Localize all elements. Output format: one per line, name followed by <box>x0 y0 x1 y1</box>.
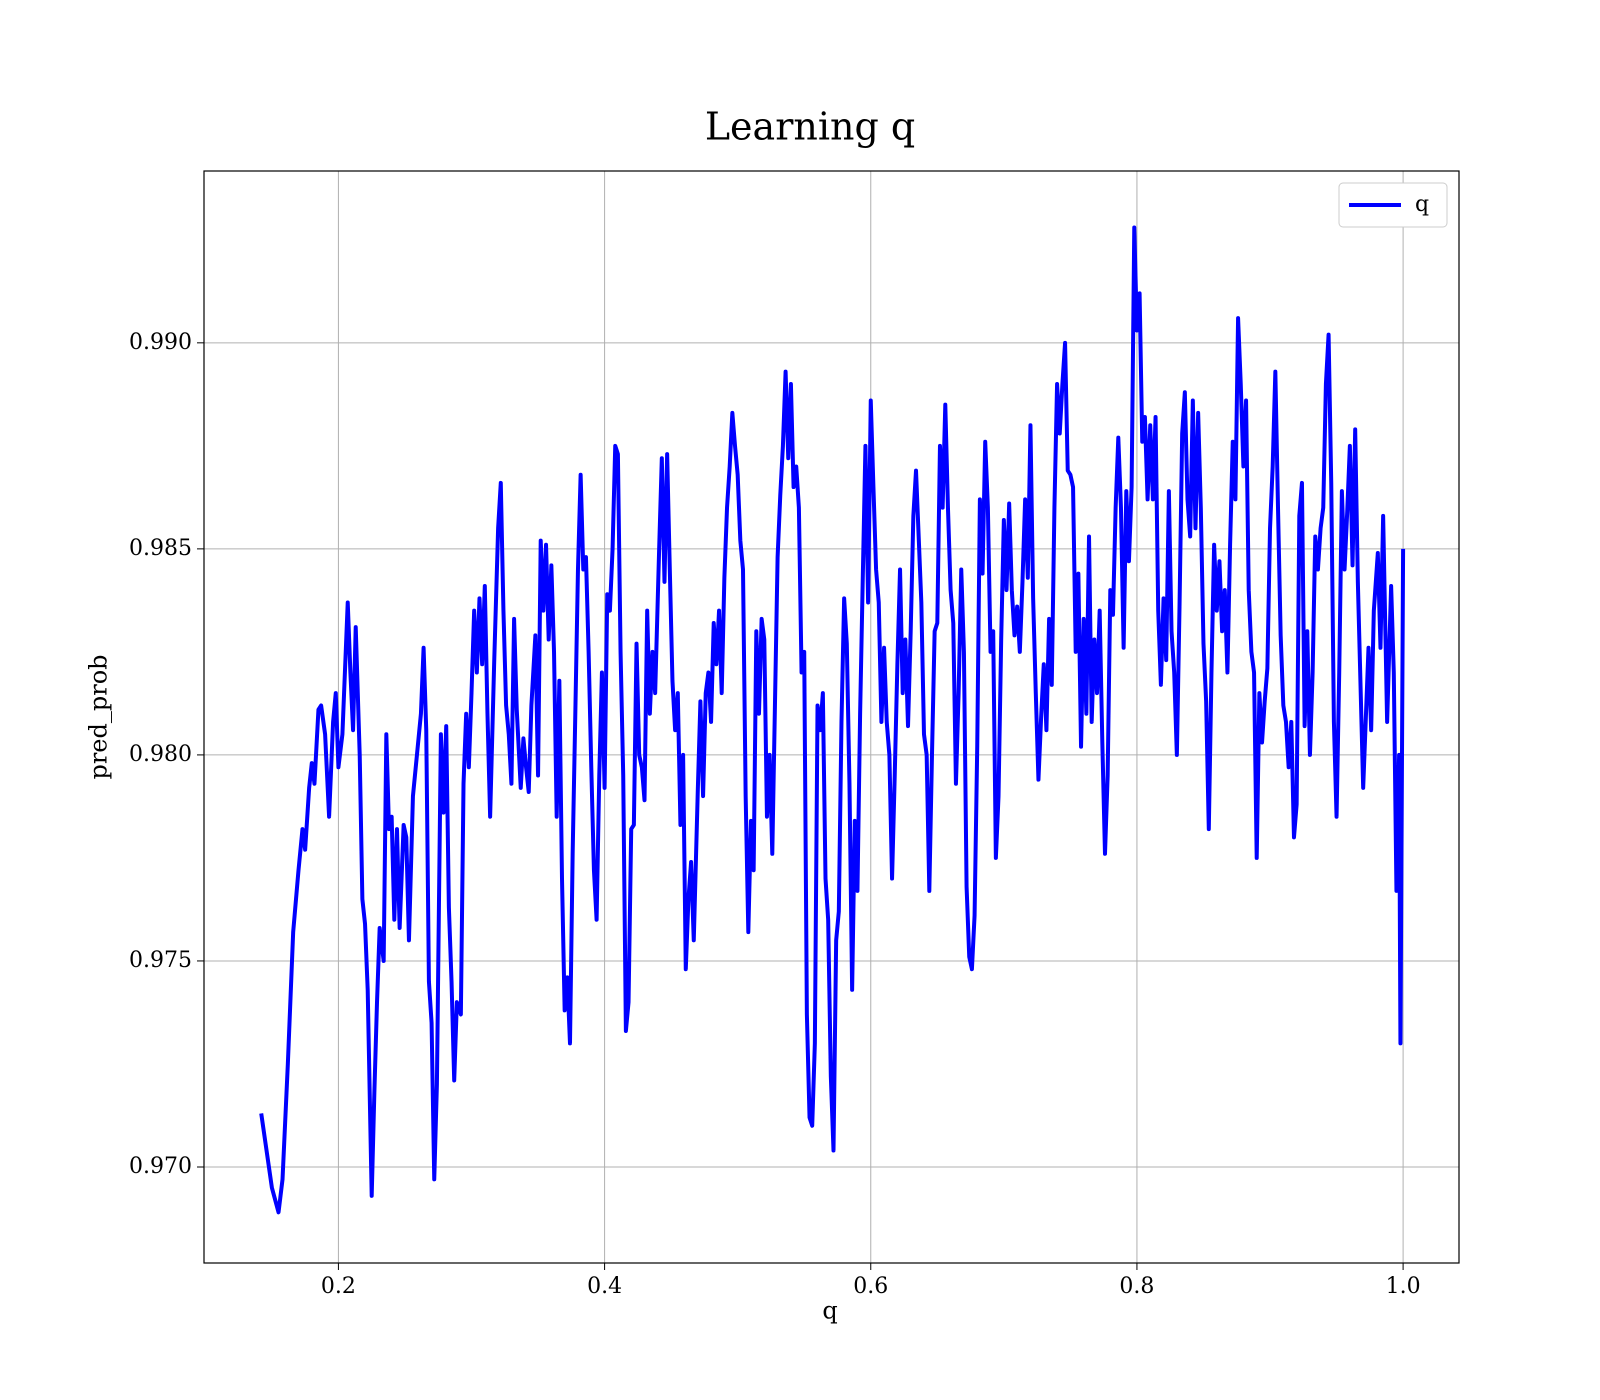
y-tick-label: 0.980 <box>129 742 192 767</box>
y-tick-label: 0.970 <box>129 1154 192 1179</box>
legend-label: q <box>1415 192 1429 217</box>
legend: q <box>1338 182 1448 228</box>
y-tick-label: 0.985 <box>129 536 192 561</box>
x-tick-label: 0.6 <box>853 1274 888 1299</box>
plot-frame <box>203 170 1460 1264</box>
x-tick-label: 1.0 <box>1386 1274 1421 1299</box>
y-tick-label: 0.990 <box>129 330 192 355</box>
y-tick-label: 0.975 <box>129 948 192 973</box>
y-axis-label: pred_prob <box>85 654 113 779</box>
x-tick-label: 0.8 <box>1119 1274 1154 1299</box>
x-axis-label: q <box>822 1297 837 1325</box>
x-tick-label: 0.2 <box>321 1274 356 1299</box>
x-tick-label: 0.4 <box>587 1274 622 1299</box>
line-series <box>259 225 1406 1215</box>
chart-title: Learning q <box>705 105 915 149</box>
